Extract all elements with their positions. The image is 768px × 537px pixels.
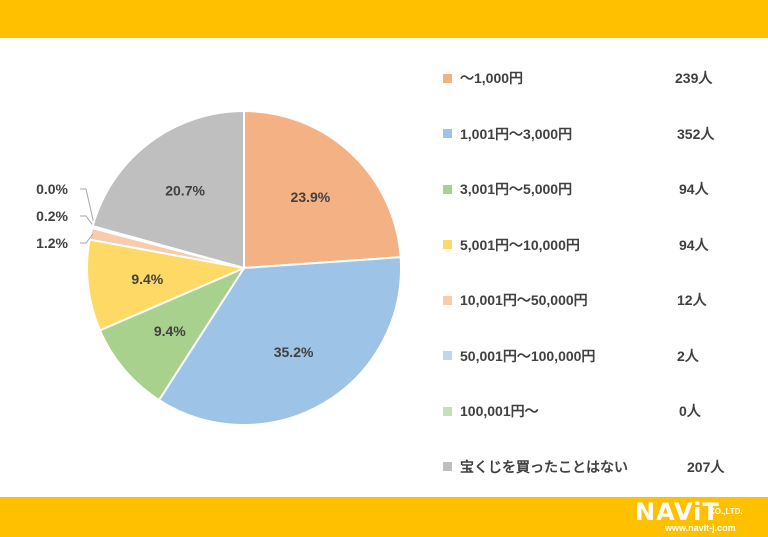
legend-swatch-0 (443, 73, 452, 83)
slice-label-7: 20.7% (165, 183, 205, 199)
slice-label-4: 1.2% (36, 235, 68, 251)
legend-label-7: 宝くじを買ったことはない (460, 458, 628, 475)
top-band (0, 0, 768, 38)
legend-swatch-1 (443, 129, 452, 138)
slice-label-3: 9.4% (131, 271, 163, 287)
legend-item-4: 10,001円〜50,000円 12人 (443, 290, 707, 310)
legend-label-6: 100,001円〜 (460, 403, 539, 419)
logo-url-text: www.navit-j.com (665, 523, 736, 533)
legend-label-1: 1,001円〜3,000円 (460, 125, 573, 142)
legend-item-2: 3,001円〜5,000円 94人 (443, 179, 709, 199)
leader-line-6 (80, 188, 96, 227)
legend-count-0: 239人 (675, 70, 713, 86)
bottom-band (0, 497, 768, 537)
legend-label-0: 〜1,000円 (460, 70, 524, 86)
logo-suffix-text: CO.,LTD. (709, 507, 743, 516)
legend-label-3: 5,001円〜10,000円 (460, 236, 580, 253)
legend-count-4: 12人 (677, 292, 707, 308)
legend-item-5: 50,001円〜100,000円 2人 (443, 346, 699, 366)
legend-label-2: 3,001円〜5,000円 (460, 181, 573, 197)
legend-label-4: 10,001円〜50,000円 (460, 292, 588, 308)
legend-count-3: 94人 (679, 236, 709, 253)
legend-count-7: 207人 (687, 458, 725, 475)
slice-label-2: 9.4% (154, 323, 186, 339)
legend-swatch-3 (443, 240, 452, 249)
leader-line-4 (80, 233, 94, 244)
legend-item-1: 1,001円〜3,000円 352人 (443, 124, 714, 144)
slice-label-6: 0.0% (36, 181, 68, 197)
legend-count-1: 352人 (677, 125, 715, 142)
slice-label-1: 35.2% (274, 344, 314, 360)
legend-count-6: 0人 (679, 403, 701, 419)
slice-label-0: 23.9% (291, 189, 331, 205)
legend-swatch-7 (443, 462, 452, 471)
legend-label-5: 50,001円〜100,000円 (460, 347, 596, 364)
legend-item-6: 100,001円〜 0人 (443, 401, 701, 421)
slice-label-5: 0.2% (36, 208, 68, 224)
legend-count-2: 94人 (679, 181, 709, 197)
legend-swatch-4 (443, 295, 452, 305)
navit-logo: NAViT CO.,LTD. www.navit-j.com (635, 498, 761, 533)
legend-swatch-5 (443, 351, 452, 360)
legend-item-0: 〜1,000円 239人 (443, 68, 712, 88)
pie-slice-3 (86, 238, 248, 332)
pie-slice-1 (157, 256, 403, 426)
leader-line-5 (80, 215, 95, 228)
pie-slice-7 (91, 109, 245, 270)
legend-swatch-2 (443, 184, 452, 194)
legend-count-5: 2人 (677, 347, 699, 364)
pie-slice-0 (243, 109, 402, 270)
pie-slice-2 (98, 265, 247, 402)
legend-item-3: 5,001円〜10,000円 94人 (443, 235, 709, 255)
legend-swatch-6 (443, 406, 452, 416)
logo-main-text: NAViT (635, 498, 720, 526)
legend-item-7: 宝くじを買ったことはない 207人 (443, 457, 724, 477)
